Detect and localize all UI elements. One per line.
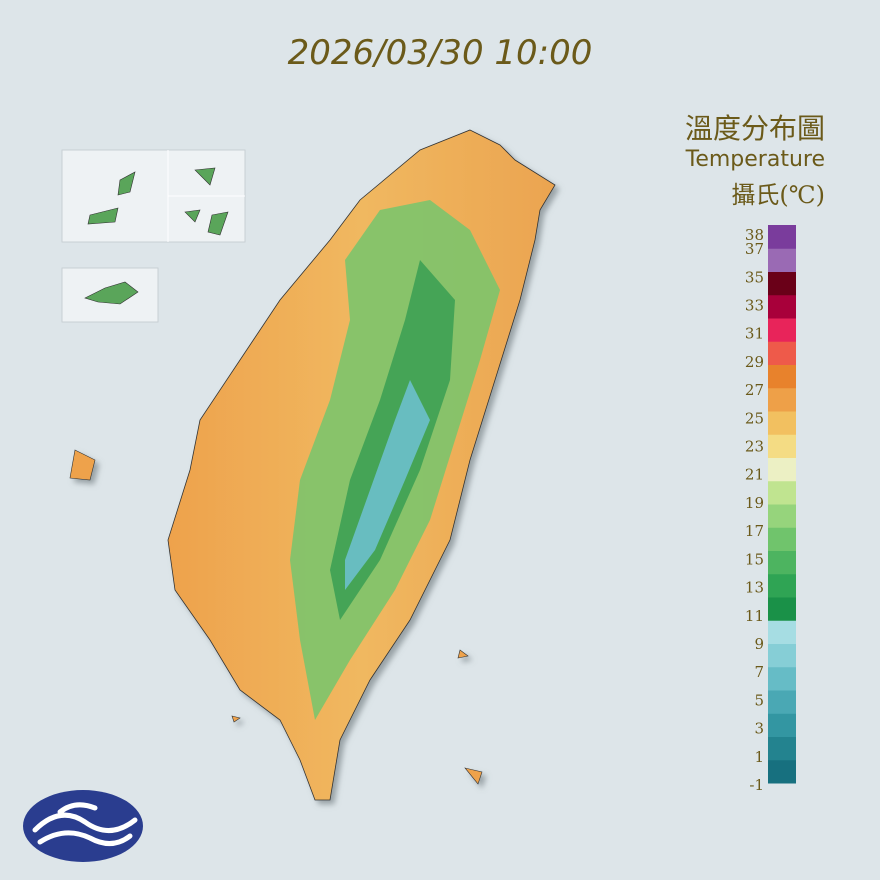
color-step (768, 527, 796, 551)
tick-label: 29 (745, 353, 764, 371)
color-step (768, 294, 796, 319)
taiwan-map (69, 129, 556, 801)
tick-label: 7 (754, 663, 764, 681)
color-step (768, 411, 796, 435)
tick-label: 3 (754, 720, 764, 738)
color-step (768, 457, 796, 482)
color-step (768, 713, 796, 737)
tick-label: 19 (745, 494, 764, 512)
color-step (768, 759, 796, 784)
tick-label: 35 (745, 268, 764, 286)
color-step (768, 364, 796, 389)
tick-label: 11 (745, 607, 764, 625)
tick-label: 37 (745, 240, 764, 258)
color-step (768, 387, 796, 412)
logo (23, 790, 143, 862)
legend-unit: 攝氏(℃) (731, 181, 825, 209)
color-step (768, 480, 796, 505)
tick-label: 1 (754, 748, 764, 766)
inset-islands (61, 149, 246, 323)
tick-label: 5 (754, 691, 764, 709)
color-step (768, 666, 796, 691)
tick-label: 27 (745, 381, 764, 399)
color-step (768, 318, 796, 342)
color-step (768, 736, 796, 761)
tick-label: 31 (745, 325, 764, 343)
tick-label: 9 (754, 635, 764, 653)
color-step (768, 550, 796, 575)
tick-label: 25 (745, 409, 764, 427)
color-step (768, 225, 796, 249)
timestamp: 2026/03/30 10:00 (288, 33, 593, 73)
tick-label: -1 (749, 776, 764, 794)
color-step (768, 690, 796, 714)
tick-label: 33 (745, 297, 764, 315)
tick-label: 23 (745, 438, 764, 456)
color-step (768, 248, 796, 272)
tick-label: 17 (745, 522, 764, 540)
tick-label: 38 (745, 226, 764, 244)
color-step (768, 573, 796, 598)
tick-label: 13 (745, 579, 764, 597)
color-step (768, 341, 796, 365)
color-bar (768, 225, 796, 784)
color-step (768, 597, 796, 621)
color-step (768, 434, 796, 458)
color-step (768, 643, 796, 668)
legend-title: 溫度分布圖 (685, 112, 825, 145)
color-step (768, 620, 796, 644)
tick-label: 15 (745, 550, 764, 568)
legend-subtitle: Temperature (685, 147, 825, 172)
color-step (768, 504, 796, 528)
color-step (768, 271, 796, 296)
tick-label: 21 (745, 466, 764, 484)
